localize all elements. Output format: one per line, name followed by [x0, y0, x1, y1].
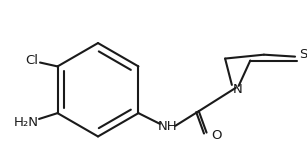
Text: N: N [233, 83, 243, 96]
Text: NH: NH [158, 120, 177, 133]
Text: Cl: Cl [25, 54, 38, 67]
Text: S: S [300, 48, 307, 61]
Text: H₂N: H₂N [14, 116, 39, 129]
Text: O: O [211, 129, 222, 142]
